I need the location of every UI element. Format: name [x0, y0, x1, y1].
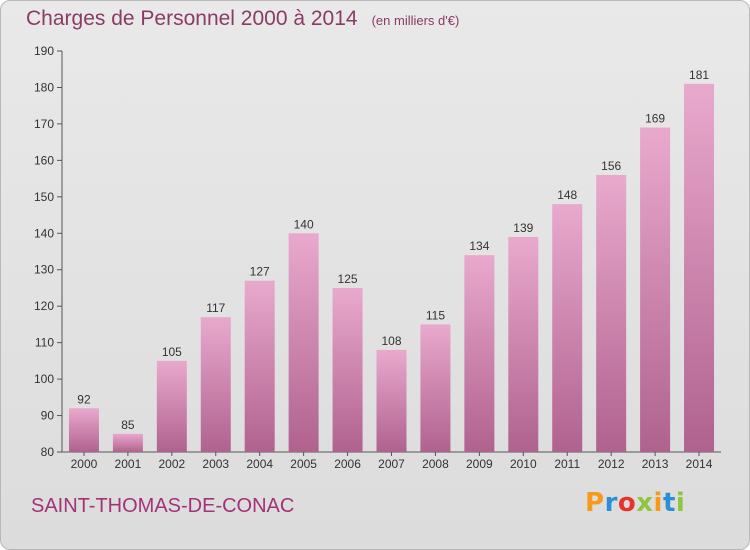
bar	[244, 280, 275, 452]
data-label: 92	[77, 392, 91, 406]
proxiti-logo[interactable]: Proxiti	[585, 488, 685, 518]
bar	[684, 83, 715, 453]
bar	[200, 317, 231, 452]
bars	[68, 83, 715, 453]
data-label: 85	[121, 418, 135, 432]
x-tick-label: 2003	[202, 457, 229, 471]
logo-letter: P	[585, 488, 605, 518]
x-tick-label: 2006	[334, 457, 361, 471]
data-label: 169	[645, 112, 665, 126]
bar	[112, 433, 143, 452]
data-label: 134	[469, 239, 489, 253]
x-tick-label: 2007	[378, 457, 405, 471]
chart-unit: (en milliers d'€)	[371, 13, 460, 28]
bar	[420, 324, 451, 452]
y-tick-label: 100	[34, 372, 54, 386]
data-label: 117	[206, 301, 225, 315]
bar	[552, 204, 583, 452]
y-tick-label: 180	[34, 80, 54, 94]
chart-title: Charges de Personnel 2000 à 2014	[26, 7, 358, 30]
y-tick-label: 190	[34, 44, 54, 58]
x-tick-label: 2001	[115, 457, 142, 471]
y-tick-label: 140	[34, 226, 54, 240]
y-tick-label: 170	[34, 117, 54, 131]
x-tick-label: 2009	[466, 457, 493, 471]
x-tick-label: 2010	[510, 457, 537, 471]
x-tick-label: 2013	[642, 457, 669, 471]
logo-letter: t	[662, 488, 676, 518]
data-label: 139	[513, 221, 533, 235]
y-tick-label: 80	[41, 445, 55, 459]
data-label: 105	[162, 345, 182, 359]
bar	[596, 174, 627, 453]
x-tick-label: 2000	[71, 457, 98, 471]
x-tick-label: 2012	[598, 457, 625, 471]
bar	[156, 360, 187, 452]
y-tick-label: 120	[34, 299, 54, 313]
logo-letter: i	[675, 488, 686, 518]
data-label: 156	[601, 159, 621, 173]
x-tick-label: 2008	[422, 457, 449, 471]
data-label: 148	[557, 188, 577, 202]
bar	[288, 233, 319, 452]
bar	[464, 255, 495, 452]
x-tick-label: 2014	[686, 457, 713, 471]
bar	[376, 349, 407, 452]
logo-letter: o	[617, 488, 637, 518]
chart-title-block: Charges de Personnel 2000 à 2014 (en mill…	[26, 7, 459, 31]
data-label: 140	[294, 217, 314, 231]
bar	[508, 236, 539, 452]
logo-letter: i	[653, 488, 663, 518]
x-tick-label: 2011	[554, 457, 580, 471]
bar	[640, 127, 671, 453]
x-tick-label: 2005	[290, 457, 317, 471]
x-tick-label: 2002	[158, 457, 185, 471]
y-tick-label: 160	[34, 153, 54, 167]
y-tick-label: 110	[35, 336, 54, 350]
bar	[68, 408, 99, 452]
y-tick-label: 150	[34, 190, 54, 204]
data-label: 181	[689, 68, 709, 82]
x-tick-label: 2004	[246, 457, 273, 471]
logo-letter: r	[604, 488, 618, 518]
commune-name: SAINT-THOMAS-DE-CONAC	[31, 495, 295, 517]
bar	[332, 287, 363, 452]
y-tick-label: 130	[34, 263, 54, 277]
data-label: 115	[426, 308, 445, 322]
data-label: 125	[338, 272, 358, 286]
data-labels: 92 85 105 117 127 140 125 108 115 134 139 148 156 169…	[77, 68, 709, 432]
logo-letter: x	[636, 488, 654, 518]
y-tick-label: 90	[41, 409, 55, 423]
data-label: 108	[381, 334, 401, 348]
data-label: 127	[250, 265, 270, 279]
